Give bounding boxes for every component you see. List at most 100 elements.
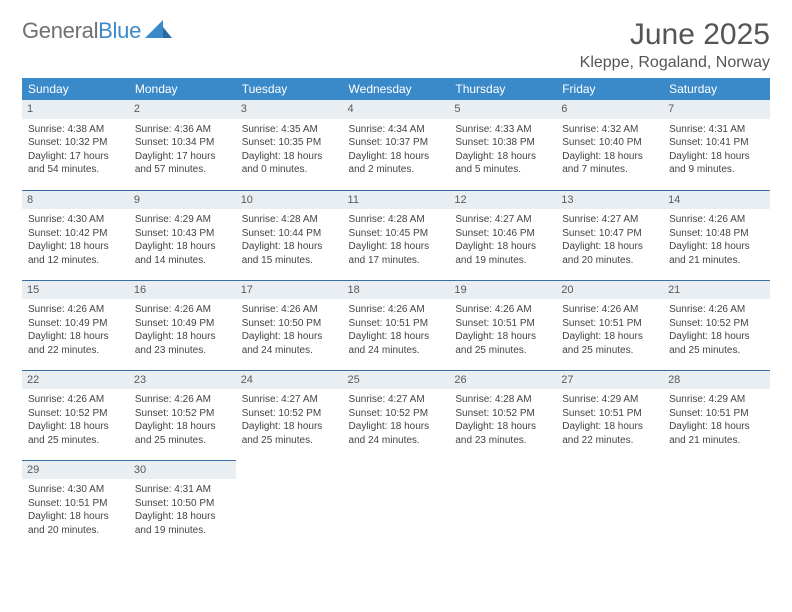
sunset-text: Sunset: 10:51 PM bbox=[455, 317, 550, 331]
sunset-text: Sunset: 10:37 PM bbox=[349, 136, 444, 150]
sunset-text: Sunset: 10:41 PM bbox=[669, 136, 764, 150]
sunrise-text: Sunrise: 4:30 AM bbox=[28, 213, 123, 227]
sunset-text: Sunset: 10:40 PM bbox=[562, 136, 657, 150]
day-number: 1 bbox=[22, 100, 129, 119]
day-cell: 23 Sunrise: 4:26 AMSunset: 10:52 PMDaylig… bbox=[129, 370, 236, 460]
daylight-text: Daylight: 18 hours and 20 minutes. bbox=[28, 510, 123, 537]
dow-tuesday: Tuesday bbox=[236, 78, 343, 100]
daylight-text: Daylight: 18 hours and 19 minutes. bbox=[455, 240, 550, 267]
daylight-text: Daylight: 18 hours and 22 minutes. bbox=[28, 330, 123, 357]
sunrise-text: Sunrise: 4:33 AM bbox=[455, 123, 550, 137]
day-number: 20 bbox=[556, 281, 663, 300]
day-number: 30 bbox=[129, 461, 236, 480]
sunrise-text: Sunrise: 4:32 AM bbox=[562, 123, 657, 137]
day-cell: 11Sunrise: 4:28 AMSunset: 10:45 PMDaylig… bbox=[343, 190, 450, 280]
day-number: 23 bbox=[129, 371, 236, 390]
day-cell: 7Sunrise: 4:31 AMSunset: 10:41 PMDayligh… bbox=[663, 100, 770, 190]
daylight-text: Daylight: 18 hours and 23 minutes. bbox=[135, 330, 230, 357]
sunset-text: Sunset: 10:48 PM bbox=[669, 227, 764, 241]
day-cell: 15 Sunrise: 4:26 AMSunset: 10:49 PMDaylig… bbox=[22, 280, 129, 370]
sunset-text: Sunset: 10:51 PM bbox=[28, 497, 123, 511]
daylight-text: Daylight: 18 hours and 24 minutes. bbox=[349, 420, 444, 447]
daylight-text: Daylight: 18 hours and 2 minutes. bbox=[349, 150, 444, 177]
day-cell: 25Sunrise: 4:27 AMSunset: 10:52 PMDaylig… bbox=[343, 370, 450, 460]
daylight-text: Daylight: 18 hours and 5 minutes. bbox=[455, 150, 550, 177]
sunset-text: Sunset: 10:52 PM bbox=[28, 407, 123, 421]
day-cell: 6Sunrise: 4:32 AMSunset: 10:40 PMDayligh… bbox=[556, 100, 663, 190]
sunrise-text: Sunrise: 4:27 AM bbox=[242, 393, 337, 407]
day-number: 15 bbox=[22, 281, 129, 300]
day-number: 24 bbox=[236, 371, 343, 390]
sunset-text: Sunset: 10:52 PM bbox=[349, 407, 444, 421]
day-cell: 9Sunrise: 4:29 AMSunset: 10:43 PMDayligh… bbox=[129, 190, 236, 280]
daylight-text: Daylight: 18 hours and 21 minutes. bbox=[669, 420, 764, 447]
day-cell: 14Sunrise: 4:26 AMSunset: 10:48 PMDaylig… bbox=[663, 190, 770, 280]
day-number: 11 bbox=[343, 191, 450, 210]
daylight-text: Daylight: 18 hours and 14 minutes. bbox=[135, 240, 230, 267]
sunset-text: Sunset: 10:52 PM bbox=[135, 407, 230, 421]
sunrise-text: Sunrise: 4:26 AM bbox=[349, 303, 444, 317]
week-row: 1Sunrise: 4:38 AMSunset: 10:32 PMDayligh… bbox=[22, 100, 770, 190]
week-row: 29Sunrise: 4:30 AMSunset: 10:51 PMDaylig… bbox=[22, 460, 770, 550]
day-cell: 26Sunrise: 4:28 AMSunset: 10:52 PMDaylig… bbox=[449, 370, 556, 460]
day-number: 2 bbox=[129, 100, 236, 119]
daylight-text: Daylight: 18 hours and 24 minutes. bbox=[349, 330, 444, 357]
daylight-text: Daylight: 18 hours and 9 minutes. bbox=[669, 150, 764, 177]
day-number: 13 bbox=[556, 191, 663, 210]
sunset-text: Sunset: 10:47 PM bbox=[562, 227, 657, 241]
day-cell: 21Sunrise: 4:26 AMSunset: 10:52 PMDaylig… bbox=[663, 280, 770, 370]
sunset-text: Sunset: 10:49 PM bbox=[28, 317, 123, 331]
sunset-text: Sunset: 10:32 PM bbox=[28, 136, 123, 150]
day-number: 21 bbox=[663, 281, 770, 300]
sunset-text: Sunset: 10:51 PM bbox=[349, 317, 444, 331]
day-cell: 20Sunrise: 4:26 AMSunset: 10:51 PMDaylig… bbox=[556, 280, 663, 370]
sunrise-text: Sunrise: 4:31 AM bbox=[669, 123, 764, 137]
sunrise-text: Sunrise: 4:26 AM bbox=[135, 393, 230, 407]
day-cell: 4Sunrise: 4:34 AMSunset: 10:37 PMDayligh… bbox=[343, 100, 450, 190]
daylight-text: Daylight: 18 hours and 25 minutes. bbox=[455, 330, 550, 357]
daylight-text: Daylight: 18 hours and 7 minutes. bbox=[562, 150, 657, 177]
day-cell: 17Sunrise: 4:26 AMSunset: 10:50 PMDaylig… bbox=[236, 280, 343, 370]
day-cell bbox=[449, 460, 556, 550]
day-cell bbox=[556, 460, 663, 550]
dow-monday: Monday bbox=[129, 78, 236, 100]
daylight-text: Daylight: 18 hours and 23 minutes. bbox=[455, 420, 550, 447]
day-cell: 27Sunrise: 4:29 AMSunset: 10:51 PMDaylig… bbox=[556, 370, 663, 460]
sunrise-text: Sunrise: 4:26 AM bbox=[669, 303, 764, 317]
day-cell bbox=[663, 460, 770, 550]
sunrise-text: Sunrise: 4:27 AM bbox=[562, 213, 657, 227]
sunset-text: Sunset: 10:52 PM bbox=[455, 407, 550, 421]
sunset-text: Sunset: 10:34 PM bbox=[135, 136, 230, 150]
day-number: 18 bbox=[343, 281, 450, 300]
brand-name-2: Blue bbox=[98, 18, 141, 44]
daylight-text: Daylight: 18 hours and 25 minutes. bbox=[135, 420, 230, 447]
sunrise-text: Sunrise: 4:26 AM bbox=[242, 303, 337, 317]
day-number: 26 bbox=[449, 371, 556, 390]
sunset-text: Sunset: 10:45 PM bbox=[349, 227, 444, 241]
sunrise-text: Sunrise: 4:29 AM bbox=[135, 213, 230, 227]
daylight-text: Daylight: 18 hours and 0 minutes. bbox=[242, 150, 337, 177]
day-cell: 5Sunrise: 4:33 AMSunset: 10:38 PMDayligh… bbox=[449, 100, 556, 190]
sunrise-text: Sunrise: 4:31 AM bbox=[135, 483, 230, 497]
sunset-text: Sunset: 10:50 PM bbox=[242, 317, 337, 331]
day-number: 25 bbox=[343, 371, 450, 390]
day-number: 9 bbox=[129, 191, 236, 210]
sunset-text: Sunset: 10:51 PM bbox=[562, 317, 657, 331]
day-number: 28 bbox=[663, 371, 770, 390]
header: GeneralBlue June 2025 Kleppe, Rogaland, … bbox=[22, 18, 770, 72]
day-number: 22 bbox=[22, 371, 129, 390]
sunrise-text: Sunrise: 4:26 AM bbox=[28, 303, 123, 317]
calendar-table: Sunday Monday Tuesday Wednesday Thursday… bbox=[22, 78, 770, 550]
sunset-text: Sunset: 10:46 PM bbox=[455, 227, 550, 241]
sunset-text: Sunset: 10:49 PM bbox=[135, 317, 230, 331]
sunrise-text: Sunrise: 4:35 AM bbox=[242, 123, 337, 137]
daylight-text: Daylight: 18 hours and 20 minutes. bbox=[562, 240, 657, 267]
day-number: 14 bbox=[663, 191, 770, 210]
sunrise-text: Sunrise: 4:26 AM bbox=[669, 213, 764, 227]
day-number: 4 bbox=[343, 100, 450, 119]
day-cell bbox=[343, 460, 450, 550]
week-row: 22Sunrise: 4:26 AMSunset: 10:52 PMDaylig… bbox=[22, 370, 770, 460]
day-number: 29 bbox=[22, 461, 129, 480]
day-cell: 13 Sunrise: 4:27 AMSunset: 10:47 PMDaylig… bbox=[556, 190, 663, 280]
daylight-text: Daylight: 17 hours and 57 minutes. bbox=[135, 150, 230, 177]
